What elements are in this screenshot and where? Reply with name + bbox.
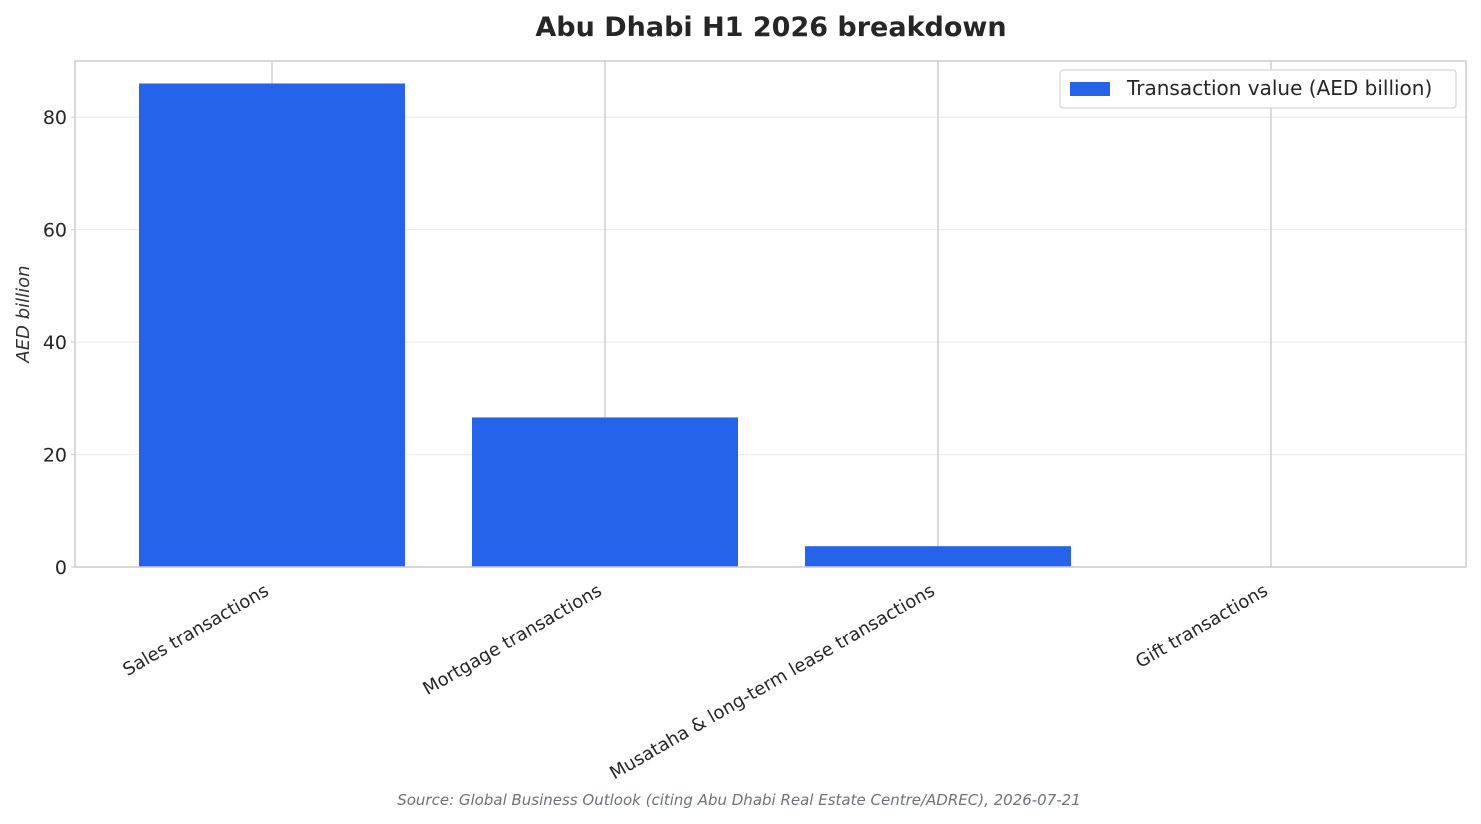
- bar: [805, 546, 1071, 567]
- bar: [472, 417, 738, 567]
- x-tick-label: Musataha & long-term lease transactions: [606, 580, 938, 784]
- y-tick-label: 0: [55, 557, 67, 579]
- legend-label: Transaction value (AED billion): [1126, 76, 1432, 100]
- bars: [139, 83, 1071, 567]
- y-tick-label: 80: [43, 107, 67, 129]
- legend: Transaction value (AED billion): [1059, 69, 1457, 109]
- y-tick-label: 40: [43, 332, 67, 354]
- legend-box: [1059, 69, 1457, 109]
- source-note: Source: Global Business Outlook (citing …: [397, 791, 1081, 809]
- x-ticks: Sales transactions Mortgage transactions M…: [119, 580, 1271, 784]
- x-tick-label: Sales transactions: [119, 580, 272, 681]
- x-tick-label: Mortgage transactions: [419, 580, 605, 700]
- y-ticks: 0 20 40 60 80: [43, 107, 75, 579]
- chart-title: Abu Dhabi H1 2026 breakdown: [535, 12, 1006, 43]
- x-tick-label: Gift transactions: [1132, 580, 1271, 673]
- legend-swatch: [1070, 82, 1110, 96]
- y-axis-label: AED billion: [13, 265, 34, 363]
- plot-frame: [74, 60, 1467, 568]
- bar: [139, 83, 405, 567]
- y-tick-label: 60: [43, 220, 67, 242]
- y-tick-label: 20: [43, 445, 67, 467]
